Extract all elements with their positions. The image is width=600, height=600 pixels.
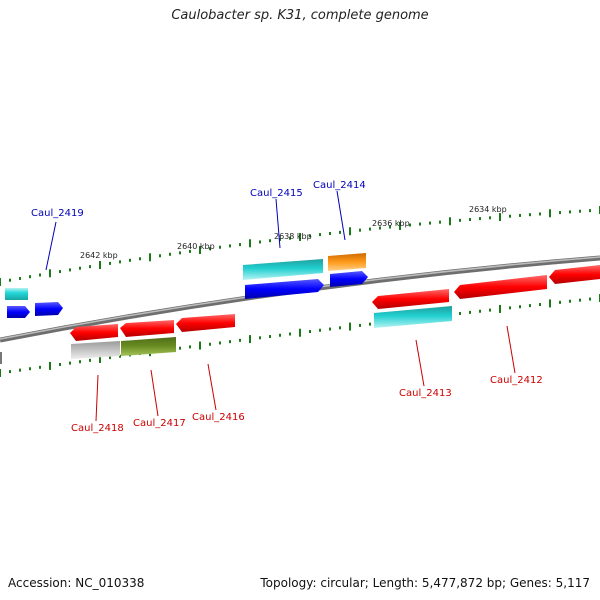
label-caul-2415[interactable]: Caul_2415 — [250, 188, 303, 199]
leader-caul-2412 — [506, 325, 516, 374]
accession-text: Accession: NC_010338 — [8, 576, 145, 590]
gene-caul-2419-forward-top[interactable] — [5, 288, 28, 300]
leader-caul-2414 — [336, 190, 346, 241]
tick-label-2642: 2642 kbp — [80, 251, 118, 260]
label-caul-2413[interactable]: Caul_2413 — [399, 388, 452, 399]
gene-caul-2418-top[interactable] — [70, 324, 118, 341]
tick-label-2638: 2638 kbp — [274, 232, 312, 241]
leader-caul-2417 — [150, 369, 159, 417]
label-caul-2417[interactable]: Caul_2417 — [133, 418, 186, 429]
gene-caul-2414-top[interactable] — [328, 253, 366, 271]
gene-red-right-edge[interactable] — [549, 265, 600, 284]
label-caul-2414[interactable]: Caul_2414 — [313, 180, 366, 191]
leader-caul-2416 — [207, 363, 217, 411]
gene-caul-2413[interactable] — [374, 306, 452, 328]
gene-caul-2417[interactable] — [121, 337, 176, 356]
map-title: Caulobacter sp. K31, complete genome — [171, 8, 429, 23]
leader-caul-2413 — [415, 339, 425, 387]
label-caul-2419[interactable]: Caul_2419 — [31, 208, 84, 219]
gene-caul-2416[interactable] — [176, 314, 235, 332]
gene-caul-2414[interactable] — [330, 271, 368, 287]
tick-label-2640: 2640 kbp — [177, 242, 215, 251]
gene-blue-small-left[interactable] — [7, 306, 30, 318]
leader-caul-2419 — [45, 221, 57, 271]
outer-tick-marks — [0, 206, 600, 286]
label-caul-2412[interactable]: Caul_2412 — [490, 375, 543, 386]
label-caul-2418[interactable]: Caul_2418 — [71, 423, 124, 434]
tick-label-2636: 2636 kbp — [372, 219, 410, 228]
gene-caul-2415-top[interactable] — [243, 259, 323, 280]
gene-caul-2418[interactable] — [71, 341, 120, 359]
gene-caul-2419[interactable] — [35, 302, 63, 316]
label-caul-2416[interactable]: Caul_2416 — [192, 412, 245, 423]
tick-label-2634: 2634 kbp — [469, 205, 507, 214]
gene-grey-left-edge[interactable] — [0, 352, 2, 364]
gene-caul-2412[interactable] — [454, 275, 547, 299]
leader-caul-2415 — [275, 198, 281, 249]
topology-summary: Topology: circular; Length: 5,477,872 bp… — [260, 576, 590, 590]
leader-caul-2418 — [95, 374, 99, 422]
gene-caul-2417-top[interactable] — [120, 320, 174, 337]
gene-caul-2415[interactable] — [245, 279, 324, 299]
gene-red-2413-top[interactable] — [372, 289, 449, 309]
